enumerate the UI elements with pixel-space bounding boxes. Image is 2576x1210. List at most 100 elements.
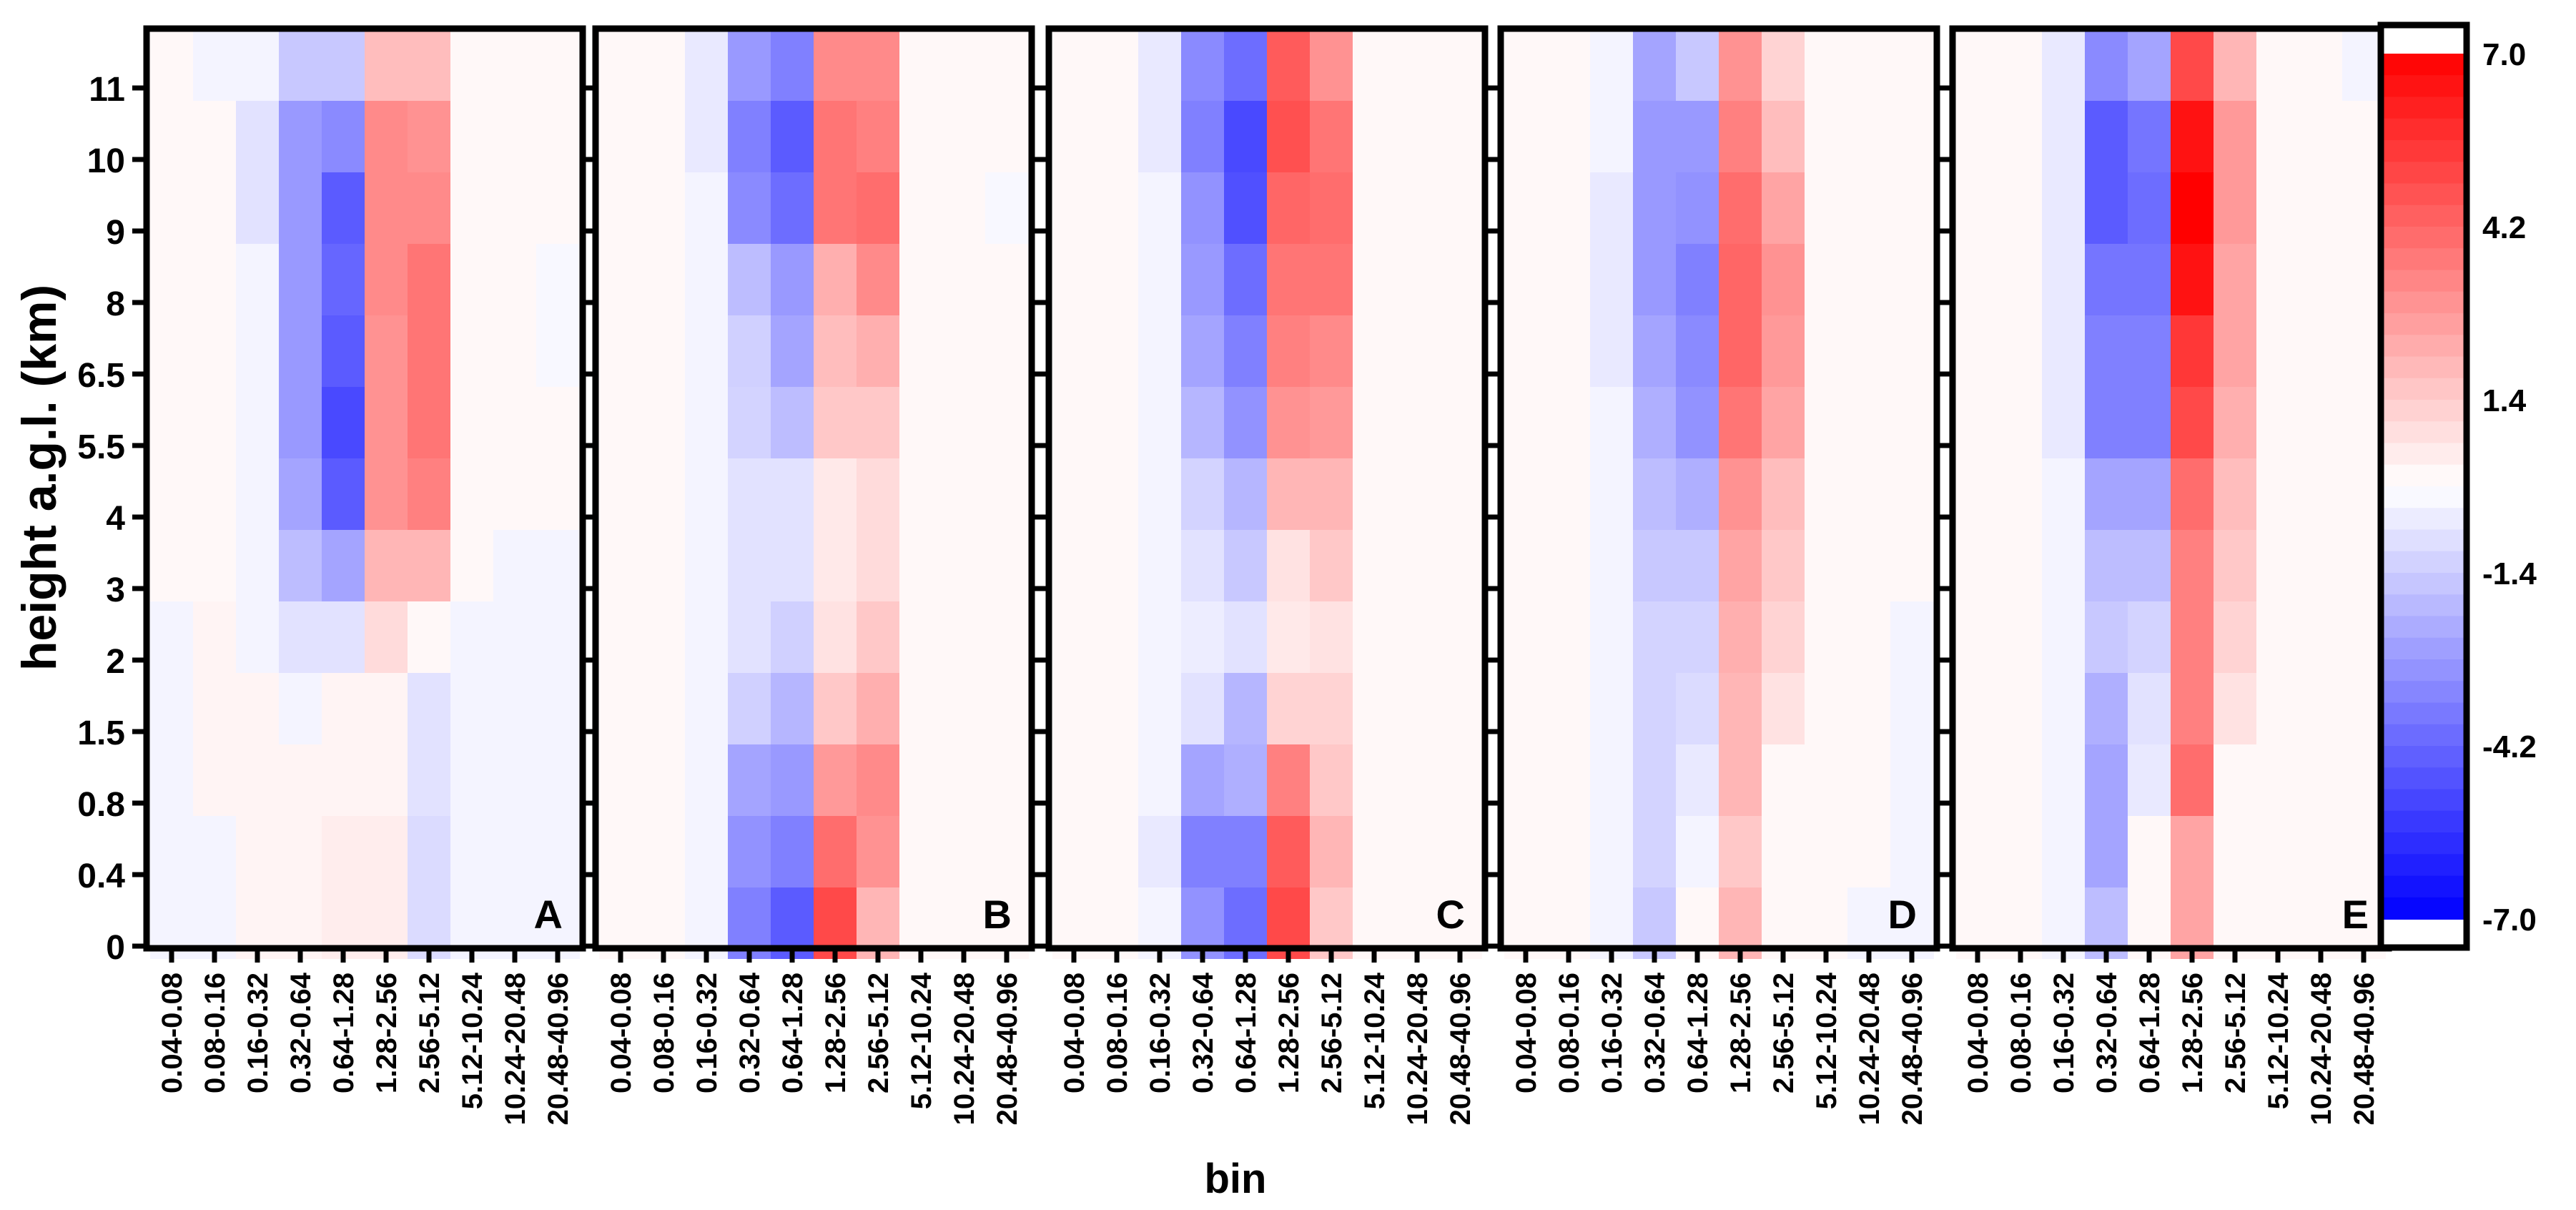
y-tick-label: 0 [106,929,125,967]
heatmap-cell [536,315,580,387]
colorbar-tick-label: -1.4 [2482,556,2537,591]
x-tick-label: 5.12-10.24 [1811,972,1842,1109]
heatmap-cell [1396,815,1439,887]
heatmap-cell [1719,243,1762,315]
heatmap-cell [365,243,408,315]
heatmap-cell [193,744,237,816]
heatmap-cell [1267,672,1311,744]
heatmap-cell [365,29,408,101]
heatmap-cell [2214,315,2257,387]
heatmap-cell [1633,386,1677,458]
heatmap-cell [1181,744,1225,816]
heatmap-cell [1504,672,1548,744]
colorbar-bin [2381,421,2467,444]
heatmap-cell [2171,29,2214,101]
heatmap-cell [1805,315,1848,387]
heatmap-cell [2085,386,2128,458]
heatmap-cell [1956,386,2000,458]
heatmap-cell [150,386,194,458]
heatmap-cell [2214,672,2257,744]
x-tick-label: 0.04-0.08 [1059,973,1090,1093]
heatmap-cell [728,100,771,172]
heatmap-cell [1847,601,1891,673]
heatmap-cell [1396,386,1439,458]
x-tick-label: 1.28-2.56 [1273,973,1305,1093]
heatmap-cell [322,601,365,673]
panel-C: C 0.04-0.08 0.08-0.16 0.16-0.32 0.32-0.64 0.6… [1035,25,1489,1126]
heatmap-cell [1052,815,1096,887]
heatmap-cell [1438,243,1482,315]
heatmap-cell [857,744,900,816]
colorbar-bin [2381,897,2467,920]
heatmap-cell [1396,172,1439,244]
heatmap-cell [2214,386,2257,458]
heatmap-cell [728,601,771,673]
heatmap-cell [1181,672,1225,744]
heatmap-cell [279,243,322,315]
colorbar-bin [2381,681,2467,704]
heatmap-cell [1633,529,1677,601]
colorbar-bin [2381,724,2467,747]
heatmap-cell [1310,529,1353,601]
x-tick-label: 0.64-1.28 [1682,973,1714,1093]
heatmap-cell [2128,744,2171,816]
heatmap-cell [1590,29,1634,101]
heatmap-cell [1138,529,1182,601]
x-tick-label: 10.24-20.48 [949,973,980,1126]
heatmap-cell [1138,100,1182,172]
heatmap-cell [1224,601,1268,673]
heatmap-cell [1181,458,1225,530]
heatmap-cell [1310,100,1353,172]
heatmap-cell [1590,601,1634,673]
colorbar-tick-label: -7.0 [2482,902,2537,938]
heatmap-cell [193,601,237,673]
heatmap-cell [2171,243,2214,315]
colorbar-bin [2381,97,2467,119]
colorbar-bin [2381,183,2467,206]
heatmap-cell [322,815,365,887]
heatmap-cell [1762,315,1805,387]
heatmap-cell [642,601,686,673]
heatmap-cell [1805,672,1848,744]
colorbar-cap [2381,919,2467,948]
heatmap-cell [642,458,686,530]
y-axis-label: height a.g.l. (km) [12,285,66,671]
heatmap-cell [450,672,494,744]
heatmap-cell [236,100,280,172]
heatmap-cell [1805,29,1848,101]
heatmap-cell [1353,529,1396,601]
heatmap-cell [1138,172,1182,244]
heatmap-cell [642,744,686,816]
colorbar-bin [2381,443,2467,466]
heatmap-cell [2042,172,2086,244]
heatmap-cell [814,243,857,315]
heatmap-cell [599,172,643,244]
heatmap-cell [279,386,322,458]
heatmap-cell [899,243,943,315]
y-tick-label: 9 [106,214,125,252]
colorbar-bin [2381,746,2467,769]
heatmap-cell [2256,744,2300,816]
x-tick-label: 0.64-1.28 [2134,973,2166,1093]
heatmap-cell [1547,172,1591,244]
x-tick-label: 5.12-10.24 [457,972,488,1109]
colorbar-bin [2381,789,2467,812]
colorbar-bin [2381,529,2467,552]
heatmap-cell [1999,100,2043,172]
heatmap-cell [814,458,857,530]
heatmap-cell [1052,386,1096,458]
heatmap-cell [771,172,814,244]
heatmap-cell [1762,172,1805,244]
heatmap-cell [814,172,857,244]
colorbar-bin [2381,854,2467,877]
heatmap-cell [1890,386,1934,458]
colorbar-cap [2381,25,2467,54]
x-tick-label: 2.56-5.12 [1316,973,1348,1093]
heatmap-cell [1438,315,1482,387]
x-tick-label: 5.12-10.24 [906,972,937,1109]
heatmap-cell [2299,601,2343,673]
heatmap-cell [2214,458,2257,530]
heatmap-cell [1310,744,1353,816]
heatmap-cell [985,100,1029,172]
heatmap-cell [1095,529,1139,601]
